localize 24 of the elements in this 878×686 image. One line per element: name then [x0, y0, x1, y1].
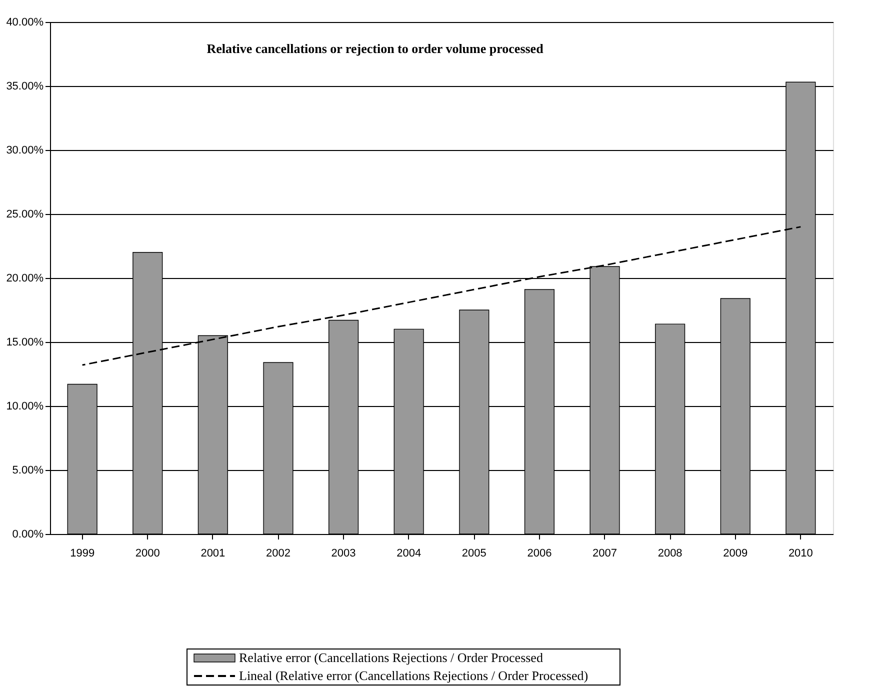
x-tick-label: 2010 [788, 548, 813, 560]
x-tick-label: 1999 [70, 548, 95, 560]
y-tick-label: 15.00% [6, 336, 44, 348]
text: Relative cancellations or rejection to order volume processed [206, 41, 544, 56]
x-tick-label: 2005 [462, 548, 486, 560]
x-tick-label: 2002 [266, 548, 290, 560]
legend-label: Relative error (Cancellations Rejections / Order Processed [239, 650, 544, 665]
x-tick-label: 2003 [331, 548, 356, 560]
y-tick-label: 30.00% [6, 144, 44, 156]
x-tick-label: 2001 [200, 548, 226, 560]
y-tick-label: 25.00% [6, 208, 44, 220]
x-tick-label: 2004 [396, 548, 422, 560]
y-tick-label: 20.00% [6, 272, 44, 284]
y-tick-label: 35.00% [6, 80, 44, 92]
legend-label: Lineal (Relative error (Cancellations Rejections / Order Processed) [239, 668, 588, 683]
y-tick-label: 40.00% [6, 16, 44, 28]
y-tick-label: 10.00% [6, 400, 44, 412]
x-tick-label: 2008 [658, 548, 682, 560]
y-tick-label: 5.00% [12, 464, 44, 476]
x-tick-label: 2007 [592, 548, 618, 560]
x-tick-label: 2000 [135, 548, 160, 560]
x-tick-label: 2006 [527, 548, 552, 560]
y-tick-label: 0.00% [12, 528, 44, 540]
x-tick-label: 2009 [723, 548, 748, 560]
